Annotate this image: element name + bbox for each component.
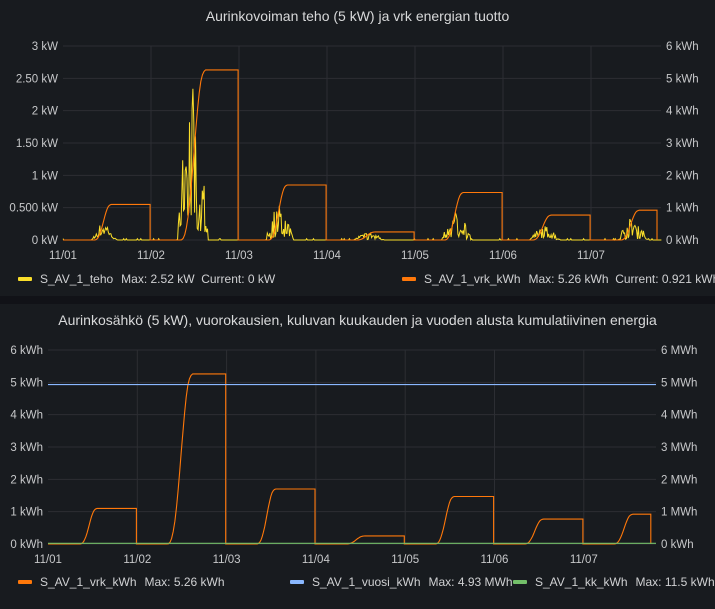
legend-swatch bbox=[513, 580, 527, 584]
legend-swatch bbox=[18, 580, 32, 584]
panel-title[interactable]: Aurinkovoiman teho (5 kW) ja vrk energia… bbox=[205, 8, 510, 24]
legend-stats: Max: 5.26 kWh Current: 0.921 kWh bbox=[528, 272, 715, 286]
energy-panel: Aurinkosähkö (5 kW), vuorokausien, kuluv… bbox=[0, 304, 715, 609]
x-tick-label: 11/06 bbox=[481, 554, 509, 566]
y-left-tick-label: 2 kW bbox=[32, 106, 58, 118]
x-tick-label: 11/02 bbox=[123, 554, 151, 566]
legend-stats: Max: 11.5 kWh bbox=[635, 575, 715, 589]
x-tick-label: 11/04 bbox=[313, 250, 342, 262]
y-right-tick-label: 5 kWh bbox=[666, 73, 699, 85]
y-right-tick-label: 2 kWh bbox=[666, 170, 699, 182]
y-right-tick-label: 1 kWh bbox=[666, 203, 699, 215]
y-right-tick-label: 6 MWh bbox=[661, 345, 697, 357]
x-tick-label: 11/01 bbox=[49, 250, 77, 262]
legend-series-name: S_AV_1_vrk_kWh bbox=[424, 272, 521, 286]
energy-chart: 0 kWh 0 kWh 1 kWh 1 MWh 2 kWh 2 MWh 3 kWh 3 MWh… bbox=[10, 345, 697, 566]
x-tick-label: 11/06 bbox=[489, 250, 517, 262]
y-right-tick-label: 2 MWh bbox=[661, 474, 697, 486]
y-right-tick-label: 1 MWh bbox=[661, 507, 697, 519]
x-tick-label: 11/03 bbox=[225, 250, 253, 262]
legend-item-vrk[interactable]: S_AV_1_vrk_kWh Max: 5.26 kWh bbox=[18, 575, 225, 589]
x-tick-label: 11/01 bbox=[34, 554, 62, 566]
y-left-tick-label: 6 kWh bbox=[10, 345, 43, 357]
y-left-tick-label: 2 kWh bbox=[10, 474, 43, 486]
legend-swatch bbox=[402, 277, 416, 281]
x-tick-label: 11/03 bbox=[213, 554, 241, 566]
y-right-tick-label: 6 kWh bbox=[666, 41, 699, 53]
legend-item-vuosi[interactable]: S_AV_1_vuosi_kWh Max: 4.93 MWh bbox=[290, 575, 513, 589]
y-left-tick-label: 3 kWh bbox=[10, 442, 43, 454]
y-right-tick-label: 4 MWh bbox=[661, 410, 697, 422]
x-tick-label: 11/07 bbox=[577, 250, 605, 262]
legend-series-name: S_AV_1_vrk_kWh bbox=[40, 575, 137, 589]
x-tick-label: 11/07 bbox=[570, 554, 598, 566]
y-left-tick-label: 0 kWh bbox=[10, 539, 43, 551]
y-right-tick-label: 3 kWh bbox=[666, 138, 699, 150]
series-vrk-line bbox=[63, 69, 658, 241]
series-vrk-line bbox=[48, 373, 652, 545]
y-left-tick-label: 3 kW bbox=[32, 41, 58, 53]
legend-stats: Max: 5.26 kWh bbox=[144, 575, 225, 589]
legend-swatch bbox=[290, 580, 304, 584]
y-left-tick-label: 1 kW bbox=[32, 170, 58, 182]
power-chart: 0 kW 0 kWh 0.500 kW 1 kWh 1 kW 2 kWh 1.50 kW 3 … bbox=[9, 41, 699, 262]
x-tick-label: 11/05 bbox=[391, 554, 419, 566]
legend-series-name: S_AV_1_teho bbox=[40, 272, 114, 286]
legend-series-name: S_AV_1_vuosi_kWh bbox=[312, 575, 421, 589]
y-left-tick-label: 5 kWh bbox=[10, 377, 43, 389]
legend-item-teho[interactable]: S_AV_1_teho Max: 2.52 kW Current: 0 kW bbox=[18, 272, 275, 286]
panel-title[interactable]: Aurinkosähkö (5 kW), vuorokausien, kuluv… bbox=[58, 312, 657, 328]
legend-item-kk[interactable]: S_AV_1_kk_kWh Max: 11.5 kWh bbox=[513, 575, 715, 589]
x-tick-label: 11/02 bbox=[137, 250, 165, 262]
y-left-tick-label: 2.50 kW bbox=[16, 73, 58, 85]
power-panel: Aurinkovoiman teho (5 kW) ja vrk energia… bbox=[0, 0, 715, 296]
legend-stats: Max: 2.52 kW Current: 0 kW bbox=[121, 272, 276, 286]
x-tick-label: 11/04 bbox=[302, 554, 331, 566]
y-right-tick-label: 3 MWh bbox=[661, 442, 697, 454]
y-left-tick-label: 0.500 kW bbox=[9, 203, 58, 215]
y-right-tick-label: 0 kWh bbox=[666, 235, 699, 247]
y-left-tick-label: 1.50 kW bbox=[16, 138, 58, 150]
y-left-tick-label: 4 kWh bbox=[10, 410, 43, 422]
legend-stats: Max: 4.93 MWh bbox=[428, 575, 513, 589]
y-right-tick-label: 5 MWh bbox=[661, 377, 697, 389]
y-right-tick-label: 4 kWh bbox=[666, 106, 699, 118]
x-tick-label: 11/05 bbox=[401, 250, 429, 262]
legend-item-vrk[interactable]: S_AV_1_vrk_kWh Max: 5.26 kWh Current: 0.… bbox=[402, 272, 715, 286]
legend-series-name: S_AV_1_kk_kWh bbox=[535, 575, 628, 589]
series-teho-line bbox=[62, 88, 662, 241]
legend-swatch bbox=[18, 277, 32, 281]
y-left-tick-label: 0 kW bbox=[32, 235, 58, 247]
y-right-tick-label: 0 kWh bbox=[661, 539, 694, 551]
y-left-tick-label: 1 kWh bbox=[10, 507, 43, 519]
